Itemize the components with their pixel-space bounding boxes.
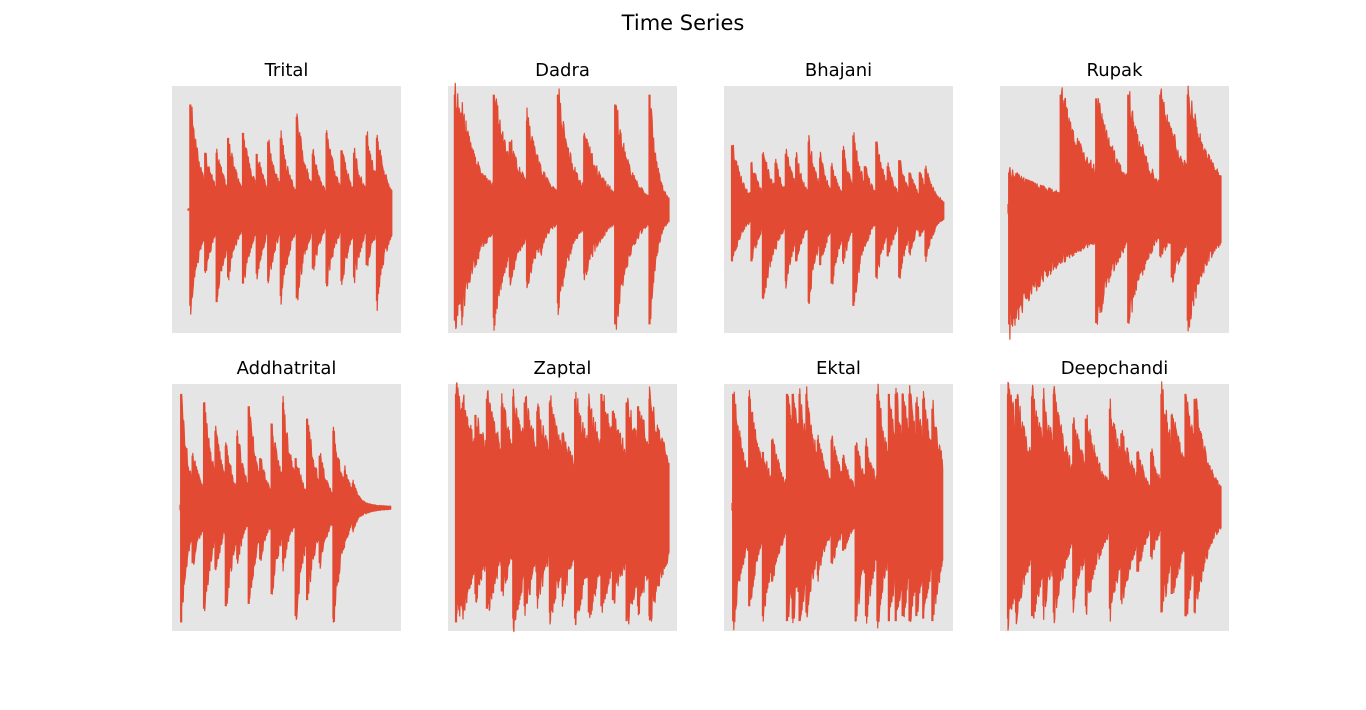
subplot-addhatrital: Addhatrital xyxy=(172,358,401,631)
subplot-trital: Trital xyxy=(172,60,401,333)
subplot-title: Zaptal xyxy=(534,358,592,379)
subplot-zaptal: Zaptal xyxy=(448,358,677,632)
subplot-title: Addhatrital xyxy=(237,358,337,379)
waveform-series xyxy=(731,132,945,304)
subplot-dadra: Dadra xyxy=(448,60,677,333)
subplot-deepchandi: Deepchandi xyxy=(1000,358,1229,631)
figure-title: Time Series xyxy=(621,11,745,35)
subplot-title: Rupak xyxy=(1087,60,1144,81)
waveform-series xyxy=(179,395,392,623)
waveform-series xyxy=(731,383,944,631)
subplot-grid: Trital Dadra Bhajani Rupak Addhatrital Zaptal… xyxy=(172,60,1229,632)
subplot-title: Deepchandi xyxy=(1061,358,1169,379)
subplot-title: Dadra xyxy=(535,60,590,81)
waveform-series xyxy=(1007,381,1222,631)
subplot-title: Ektal xyxy=(816,358,861,379)
subplot-ektal: Ektal xyxy=(724,358,953,631)
subplot-rupak: Rupak xyxy=(1000,60,1229,340)
subplot-title: Trital xyxy=(264,60,309,81)
subplot-bhajani: Bhajani xyxy=(724,60,953,333)
subplot-title: Bhajani xyxy=(805,60,872,81)
